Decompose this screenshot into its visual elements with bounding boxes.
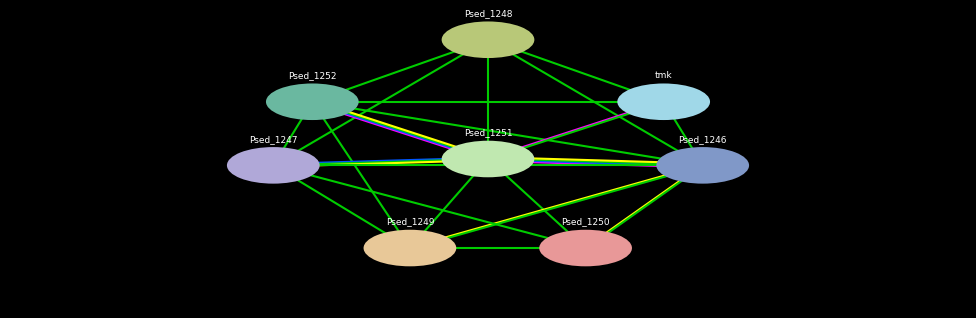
Ellipse shape <box>441 21 535 58</box>
Text: Psed_1248: Psed_1248 <box>464 9 512 18</box>
Ellipse shape <box>657 147 750 184</box>
Ellipse shape <box>441 141 535 177</box>
Ellipse shape <box>618 83 711 120</box>
Ellipse shape <box>363 230 456 266</box>
Text: Psed_1252: Psed_1252 <box>288 71 337 80</box>
Ellipse shape <box>227 147 320 184</box>
Text: Psed_1250: Psed_1250 <box>561 218 610 226</box>
Text: tmk: tmk <box>655 71 672 80</box>
Text: Psed_1246: Psed_1246 <box>678 135 727 144</box>
Text: Psed_1249: Psed_1249 <box>386 218 434 226</box>
Ellipse shape <box>539 230 632 266</box>
Text: Psed_1247: Psed_1247 <box>249 135 298 144</box>
Text: Psed_1251: Psed_1251 <box>464 128 512 137</box>
Ellipse shape <box>265 83 359 120</box>
